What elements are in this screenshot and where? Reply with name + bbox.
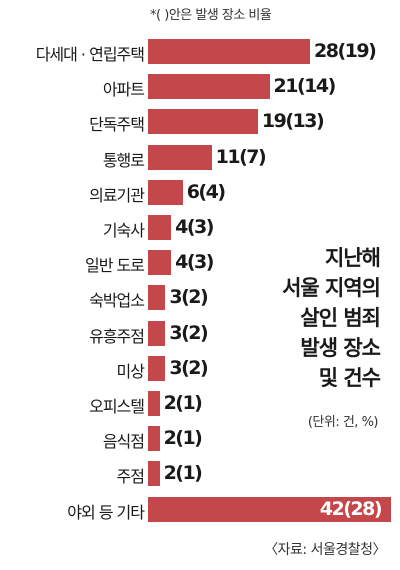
category-label: 주점 xyxy=(116,467,145,487)
value-label: 3(2) xyxy=(169,286,208,309)
value-label: 2(1) xyxy=(163,392,203,414)
value-label: 6(4) xyxy=(186,180,226,203)
bar-야외-등-기타 xyxy=(148,496,391,522)
value-label: 2(1) xyxy=(163,427,203,450)
value-label: 4(3) xyxy=(175,216,214,238)
category-label: 음식점 xyxy=(102,432,145,452)
bar-단독주택 xyxy=(148,109,258,135)
value-label: 3(2) xyxy=(169,356,208,379)
value-label: 2(1) xyxy=(163,462,203,485)
title-line: 지난해 xyxy=(325,246,381,270)
value-label: 4(3) xyxy=(175,251,214,274)
category-label: 기숙사 xyxy=(102,221,145,240)
bar-숙박업소 xyxy=(148,285,166,311)
bar-다세대-연립주택 xyxy=(148,39,310,64)
title-line: 발생 장소 xyxy=(300,336,381,360)
bar-음식점 xyxy=(148,426,160,452)
category-label: 통행로 xyxy=(102,150,145,170)
value-label: 3(2) xyxy=(169,321,208,344)
bar-통행로 xyxy=(148,144,212,170)
bar-의료기관 xyxy=(148,179,183,205)
value-label: 42(28) xyxy=(319,497,383,520)
bar-오피스텔 xyxy=(148,391,160,416)
source-label: 〈자료: 서울경찰청〉 xyxy=(264,542,386,558)
bar-아파트 xyxy=(148,74,270,100)
title-line: 살인 범죄 xyxy=(300,306,381,330)
unit-label: (단위: 건, %) xyxy=(307,415,379,430)
category-label: 오피스텔 xyxy=(89,397,145,416)
bar-유흥주점 xyxy=(148,320,166,346)
title-line: 및 건수 xyxy=(318,366,381,390)
category-label: 미상 xyxy=(116,361,145,381)
bar-일반-도로 xyxy=(148,250,172,276)
category-label: 숙박업소 xyxy=(89,291,145,311)
category-label: 단독주택 xyxy=(89,115,145,135)
chart-note: *( )안은 발생 장소 비율 xyxy=(150,8,272,23)
category-label: 일반 도로 xyxy=(85,256,145,276)
category-label: 아파트 xyxy=(102,80,145,100)
value-label: 19(13) xyxy=(261,110,325,133)
title-line: 서울 지역의 xyxy=(282,276,381,300)
category-label: 유흥주점 xyxy=(89,326,145,346)
bar-기숙사 xyxy=(148,215,172,240)
category-label: 다세대 · 연립주택 xyxy=(35,45,145,64)
bar-미상 xyxy=(148,355,166,381)
chart-title: 지난해 서울 지역의 살인 범죄 발생 장소 및 건수 xyxy=(282,243,381,393)
value-label: 11(7) xyxy=(215,145,267,168)
category-label: 야외 등 기타 xyxy=(67,502,145,522)
bar-주점 xyxy=(148,461,160,487)
value-label: 21(14) xyxy=(273,75,337,98)
value-label: 28(19) xyxy=(314,40,377,62)
category-label: 의료기관 xyxy=(89,185,145,205)
